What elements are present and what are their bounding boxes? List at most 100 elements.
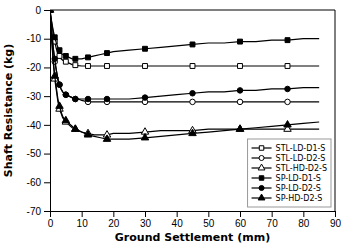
marker [63,92,69,98]
marker [236,125,243,131]
marker [190,42,195,47]
frame [50,10,335,11]
legend-label: STL-HD-D2-S [276,164,327,173]
tick-label: 40 [172,218,184,229]
tick: 0 [48,211,54,229]
legend-label: STL-LD-D2-S [276,154,326,163]
marker [189,129,196,135]
tick-label: -40 [27,120,42,131]
marker [73,96,79,102]
marker [105,64,110,69]
tick-mark [44,182,50,183]
marker [73,96,79,102]
tick-mark [208,211,209,217]
axis-line [51,212,336,218]
legend-label: SP-LD-D2-S [276,184,321,193]
marker [190,91,196,97]
tick-label: 0 [35,5,41,16]
legend-marker [258,164,265,170]
marker [57,82,63,88]
tick-mark [44,67,50,68]
marker [72,125,79,131]
marker [236,125,243,131]
marker [103,135,110,141]
tick-mark [44,125,50,126]
marker [86,64,91,69]
marker [105,51,110,56]
tick-mark [335,211,336,217]
marker [104,96,110,102]
marker [50,10,54,12]
tick: 90 [330,211,342,229]
tick: -40 [27,120,50,131]
series-line [50,10,319,102]
tick: -10 [27,33,50,44]
legend-label: SP-LD-D1-S [276,174,321,183]
tick-label: 70 [267,218,279,229]
tick-label: 30 [140,218,152,229]
tick: 60 [235,211,247,229]
marker [190,99,196,105]
tick: -30 [27,91,50,102]
axis-line [44,11,51,212]
marks [50,10,319,141]
legend-marker [259,176,263,180]
marker [73,56,78,61]
x-axis-title: Ground Settlement (mm) [115,231,270,244]
tick: 10 [77,211,89,229]
marker [285,38,290,43]
series-line [50,10,319,139]
tick-label: -10 [27,33,42,44]
tick: 20 [108,211,120,229]
legend-label: SP-HD-D2-S [276,194,323,203]
tick: 50 [203,211,215,229]
marker [57,82,63,88]
tick: -70 [27,206,50,217]
y-axis-title: Shaft Resistance (kg) [2,44,15,177]
marker [86,55,91,60]
tick-label: 0 [48,218,54,229]
tick-label: -60 [27,177,42,188]
tick-mark [272,211,273,217]
marker [190,64,195,69]
tick-label: 20 [108,218,120,229]
x-axis: 0102030405060708090 [48,211,342,229]
chart: 01020304050607080900-10-20-30-40-50-60-7… [0,0,349,247]
y-axis: 0-10-20-30-40-50-60-70 [27,5,51,217]
series-line [50,10,319,99]
legend-marker [258,194,265,200]
legend-marker [259,155,264,160]
series-line [50,10,319,66]
marker [57,48,62,53]
series-line [50,10,319,59]
marker [285,99,291,105]
marker [51,72,58,78]
tick-mark [44,39,50,40]
marker [238,64,243,69]
marker [143,64,148,69]
marker [63,59,68,64]
legend-marker [259,185,264,190]
marker [285,86,291,92]
tick: 40 [172,211,184,229]
plot: 01020304050607080900-10-20-30-40-50-60-7… [27,5,342,229]
tick-label: -50 [27,148,42,159]
tick-label: 50 [203,218,215,229]
tick-mark [44,211,50,212]
tick-mark [113,211,114,217]
legend-box [248,139,331,207]
marker [284,121,291,127]
marker [143,46,148,51]
tick-label: -70 [27,206,42,217]
tick-mark [240,211,241,217]
legend-label: STL-LD-D1-S [276,144,326,153]
tick: -50 [27,148,50,159]
marker [238,39,243,44]
legend-marker [259,146,263,150]
marker [50,10,54,12]
marker [84,131,91,137]
marker [285,64,290,69]
tick-label: 90 [330,218,342,229]
marker [237,99,243,105]
series-line [50,10,319,135]
